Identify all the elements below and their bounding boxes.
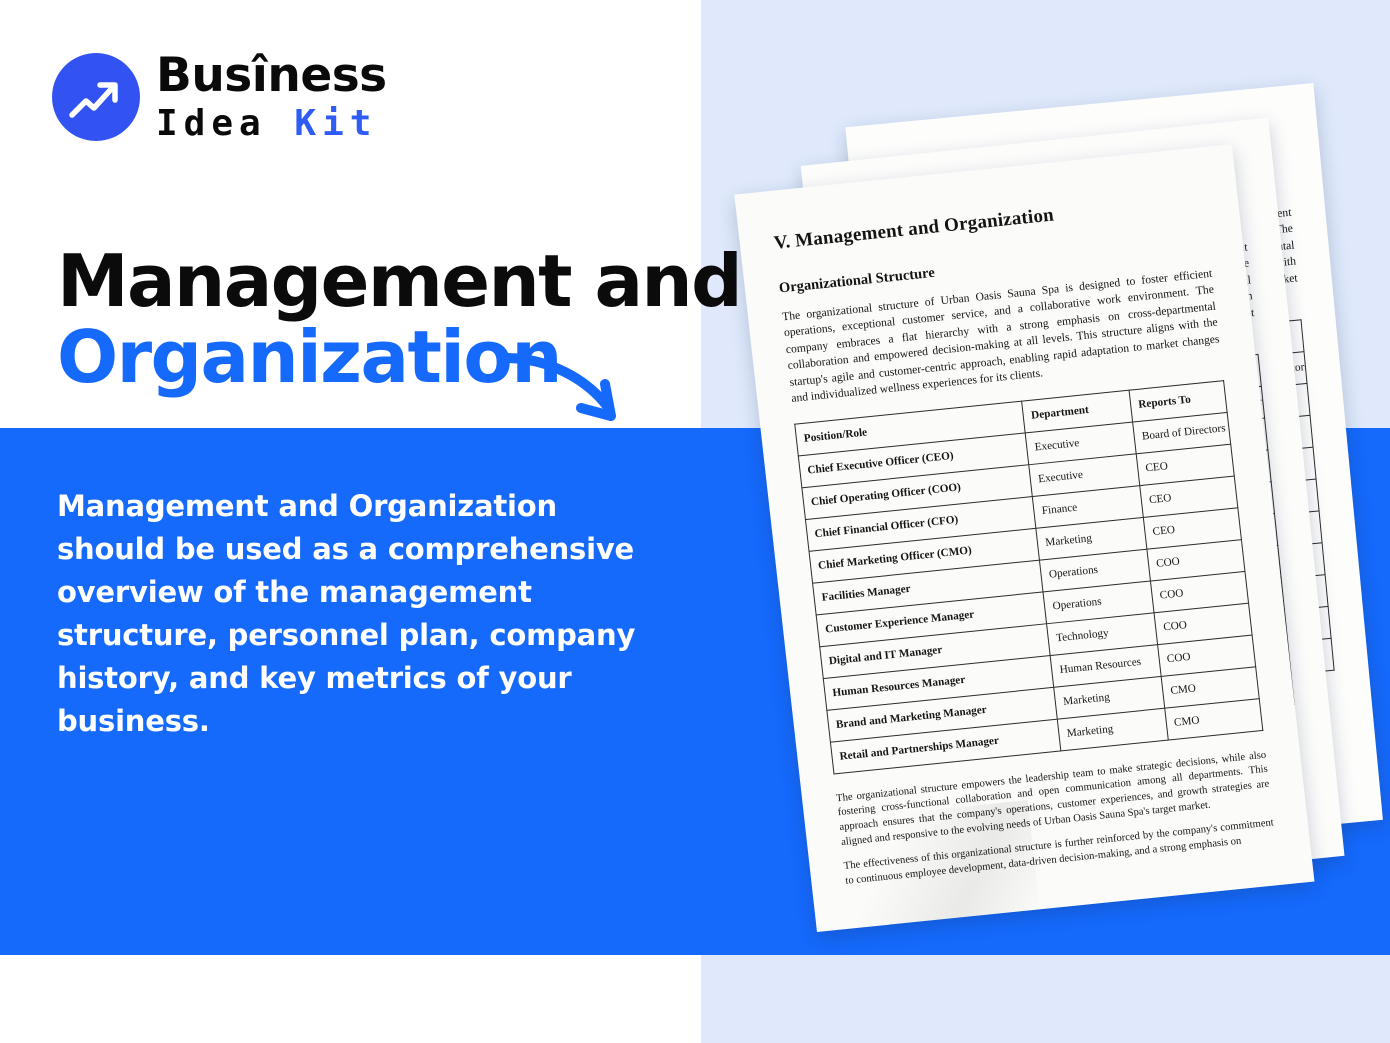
brand-wordmark: Busîness Idea Kit xyxy=(156,52,387,142)
brand-logo[interactable]: Busîness Idea Kit xyxy=(52,52,387,142)
brand-name-kit: Kit xyxy=(294,103,378,144)
bottom-left-white-panel xyxy=(0,955,701,1043)
brand-name-line2: Idea Kit xyxy=(156,106,387,142)
page-title-line1: Management and xyxy=(57,239,743,323)
description-text: Management and Organization should be us… xyxy=(57,489,636,738)
document-sheet-front-content: V. Management and Organization Organizat… xyxy=(734,144,1314,932)
page-title: Management and Organization xyxy=(57,243,743,400)
page-title-line2: Organization xyxy=(57,315,562,400)
document-sheet-front[interactable]: V. Management and Organization Organizat… xyxy=(734,144,1315,933)
org-structure-table: Position/Role Department Reports To Chief … xyxy=(794,380,1263,774)
table-body-front: Chief Executive Officer (CEO) Executive Bo… xyxy=(798,412,1263,774)
trend-up-chart-icon xyxy=(52,53,140,141)
brand-name-line1: Busîness xyxy=(156,48,387,103)
brand-name-idea: Idea xyxy=(156,103,267,144)
document-preview-stack[interactable]: V. Management and Organization Organizat… xyxy=(734,83,1390,933)
